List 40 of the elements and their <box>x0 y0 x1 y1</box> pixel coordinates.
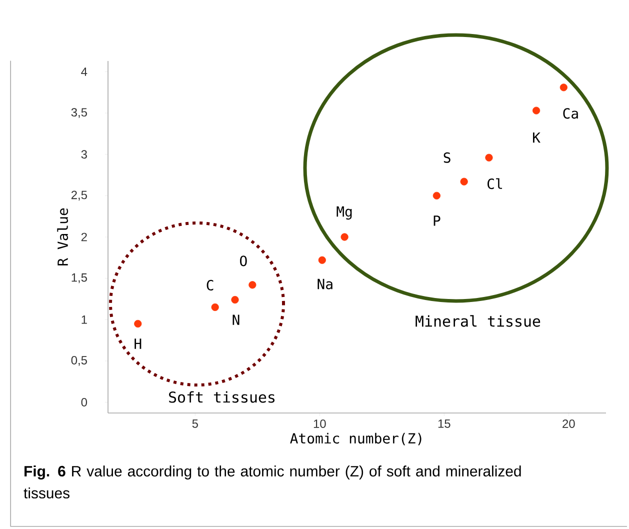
point <box>134 320 142 328</box>
point <box>460 178 468 186</box>
point <box>485 154 493 162</box>
y-tick-label: 1,5 <box>72 273 87 284</box>
annotation: Soft tissues <box>169 391 274 403</box>
annotation: C <box>206 280 214 290</box>
point <box>340 233 348 241</box>
text: Fig. 6 R value according to the atomic number (Z) of soft and mineralized tissues <box>24 466 521 498</box>
y-tick-label: 3 <box>81 150 87 159</box>
annotation: Mineral tissue <box>416 315 540 327</box>
x-axis-title: Atomic number(Z) <box>290 432 422 446</box>
annotation: Na <box>318 278 332 290</box>
annotation: P <box>434 216 440 226</box>
x-tick-label: 10 <box>314 420 326 428</box>
point <box>560 84 568 92</box>
y-axis-title: R Value <box>57 208 68 266</box>
annotation: N <box>232 314 240 325</box>
x-tick-label: 20 <box>562 420 575 428</box>
annotation: K <box>533 132 540 143</box>
annotation: S <box>444 152 450 163</box>
point <box>231 296 239 304</box>
y-tick-label: 1 <box>82 316 87 324</box>
y-tick-label: 2,5 <box>71 190 87 201</box>
y-tick-label: 0,5 <box>71 356 87 366</box>
y-tick-label: 2 <box>81 232 87 242</box>
y-tick-label: 4 <box>81 68 88 76</box>
annotation: Cl <box>488 178 502 190</box>
y-tick-label: 0 <box>81 398 88 406</box>
annotation: Ca <box>563 108 578 119</box>
x-tick-label: 5 <box>192 420 198 428</box>
annotation: Mg <box>336 206 352 220</box>
y-tick-label: 3,5 <box>71 108 87 118</box>
point <box>211 303 219 312</box>
annotation: O <box>240 256 247 266</box>
annotation: H <box>134 338 142 349</box>
point <box>248 281 256 289</box>
point <box>532 106 540 114</box>
point <box>318 256 326 264</box>
x-tick-label: 15 <box>438 420 450 428</box>
point <box>432 192 440 200</box>
